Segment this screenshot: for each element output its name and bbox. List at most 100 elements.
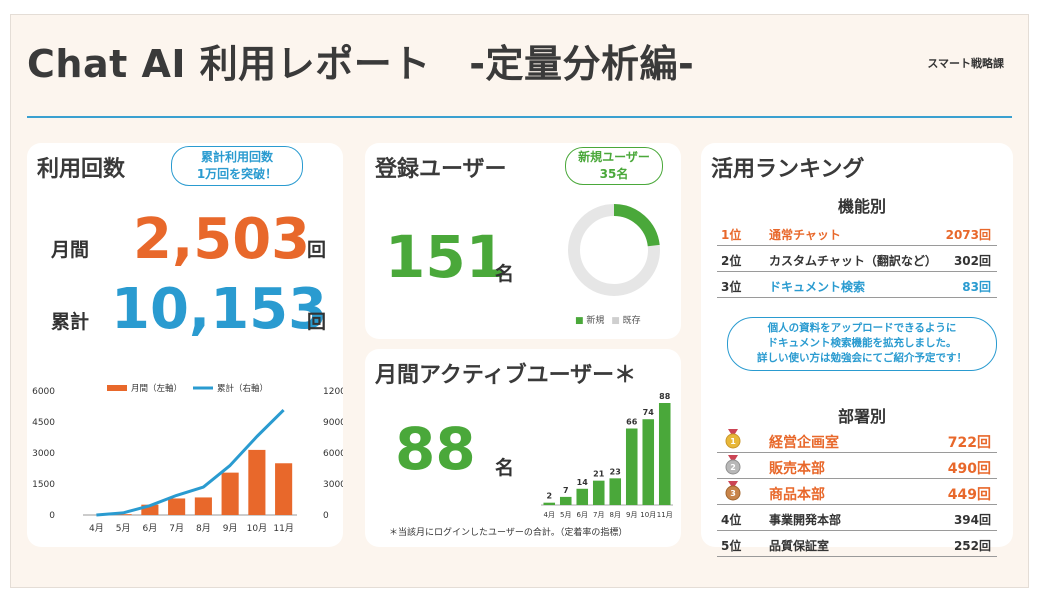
dept-rank-row-5: 5位 品質保証室 252回 bbox=[717, 531, 997, 557]
monthly-bar bbox=[194, 497, 212, 515]
x-axis-tick-label: 5月 bbox=[116, 523, 131, 534]
bar-value-label: 66 bbox=[626, 418, 638, 427]
registered-donut-chart bbox=[568, 204, 660, 296]
x-axis-tick-label: 10月 bbox=[247, 523, 267, 534]
dept-rank-row-1: 1 経営企画室 722回 bbox=[717, 427, 997, 453]
monthly-value: 2,503 bbox=[133, 207, 311, 272]
legend-new-label: 新規 bbox=[586, 316, 605, 326]
rank-count: 394回 bbox=[953, 513, 991, 527]
registered-value: 151 bbox=[385, 223, 507, 291]
ranking-card: 活用ランキング 機能別 1位 通常チャット 2073回 2位 カスタムチャット（… bbox=[701, 143, 1013, 557]
department-label: スマート戦略課 bbox=[927, 57, 1004, 70]
active-card: 月間アクティブユーザー＊ 88 名 2 7 14 21 23 66 74 88 4月 5月 6月 7月… bbox=[365, 349, 681, 547]
silver-medal-icon: 2 bbox=[725, 455, 741, 475]
dept-rank-row-3: 3 商品本部 449回 bbox=[717, 479, 997, 505]
ranking-title: 活用ランキング bbox=[711, 157, 865, 182]
title-divider bbox=[27, 116, 1012, 118]
bubble-line: ドキュメント検索機能を拡充しました。 bbox=[767, 337, 957, 349]
total-label: 累計 bbox=[51, 311, 90, 333]
total-value: 10,153 bbox=[111, 277, 328, 342]
rank-count: 83回 bbox=[962, 280, 991, 294]
rank-name: 品質保証室 bbox=[769, 539, 830, 553]
active-bar bbox=[592, 480, 605, 505]
registered-unit: 名 bbox=[495, 263, 515, 285]
active-bar bbox=[625, 428, 638, 505]
x-axis-tick-label: 7月 bbox=[169, 523, 184, 534]
rank-position: 5位 bbox=[721, 539, 742, 553]
rank-name: 販売本部 bbox=[769, 461, 825, 477]
legend-line-label: 累計（右軸） bbox=[217, 383, 268, 394]
rank-position: 3位 bbox=[721, 280, 742, 294]
monthly-label: 月間 bbox=[51, 239, 90, 261]
rank-name: 事業開発本部 bbox=[769, 513, 842, 527]
svg-text:3: 3 bbox=[730, 489, 736, 498]
active-bar bbox=[576, 488, 589, 505]
bar-value-label: 14 bbox=[577, 478, 589, 487]
usage-milestone-bubble: 累計利用回数 1万回を突破！ bbox=[171, 146, 303, 186]
rank-name: カスタムチャット（翻訳など） bbox=[769, 254, 937, 268]
usage-card: 利用回数 累計利用回数 1万回を突破！ 月間 2,503 回 累計 10,153… bbox=[27, 143, 343, 547]
monthly-bar bbox=[275, 463, 293, 515]
page-title: Chat AI 利用レポート -定量分析編- bbox=[27, 42, 695, 86]
bar-value-label: 74 bbox=[643, 408, 655, 417]
left-axis-tick-label: 4500 bbox=[32, 418, 55, 428]
right-axis-tick-label: 12000 bbox=[323, 387, 343, 397]
new-users-bubble: 新規ユーザー 35名 bbox=[565, 147, 663, 185]
x-axis-tick-label: 8月 bbox=[610, 511, 621, 519]
rank-name: ドキュメント検索 bbox=[769, 280, 866, 294]
feature-rank-row-1: 1位 通常チャット 2073回 bbox=[717, 220, 997, 246]
right-axis-tick-label: 6000 bbox=[323, 449, 343, 459]
monthly-bar bbox=[168, 498, 186, 515]
active-bar bbox=[642, 419, 655, 505]
bronze-medal-icon: 3 bbox=[725, 481, 741, 501]
bar-value-label: 7 bbox=[563, 486, 569, 495]
monthly-bar bbox=[248, 449, 266, 515]
rank-name: 通常チャット bbox=[769, 228, 841, 242]
usage-title: 利用回数 bbox=[37, 157, 126, 182]
monthly-bar bbox=[141, 504, 159, 515]
monthly-unit: 回 bbox=[307, 239, 327, 261]
bubble-line: 1万回を突破！ bbox=[196, 167, 278, 181]
legend-existing-label: 既存 bbox=[622, 316, 641, 326]
rank-count: 722回 bbox=[947, 435, 991, 451]
legend-bar-label: 月間（左軸） bbox=[131, 383, 182, 394]
monthly-bar bbox=[114, 514, 132, 515]
rank-name: 経営企画室 bbox=[769, 435, 839, 451]
usage-chart: 600045003000150001200090006000300004月5月6… bbox=[32, 383, 343, 534]
x-axis-tick-label: 4月 bbox=[544, 511, 555, 519]
x-axis-tick-label: 9月 bbox=[626, 511, 637, 519]
active-note: ＊当該月にログインしたユーザーの合計。（定着率の指標） bbox=[389, 528, 628, 538]
active-title: 月間アクティブユーザー＊ bbox=[375, 363, 637, 388]
svg-text:1: 1 bbox=[730, 437, 736, 446]
rank-count: 252回 bbox=[953, 539, 991, 553]
left-axis-tick-label: 6000 bbox=[32, 387, 55, 397]
report-slide: Chat AI 利用レポート -定量分析編- スマート戦略課 利用回数 累計利用… bbox=[10, 14, 1029, 588]
rank-position: 4位 bbox=[721, 513, 742, 527]
left-axis-tick-label: 0 bbox=[49, 511, 55, 521]
rank-position: 1位 bbox=[721, 228, 742, 242]
rank-name: 商品本部 bbox=[769, 487, 825, 503]
rank-count: 2073回 bbox=[945, 228, 991, 242]
legend-existing-swatch: ■ bbox=[611, 316, 620, 326]
bubble-line: 詳しい使い方は勉強会にてご紹介予定です！ bbox=[757, 352, 967, 364]
donut-segment-new bbox=[568, 204, 660, 296]
rank-position: 2位 bbox=[721, 254, 742, 268]
left-axis-tick-label: 3000 bbox=[32, 449, 55, 459]
legend-new-swatch: ■ bbox=[575, 316, 584, 326]
x-axis-tick-label: 9月 bbox=[223, 523, 238, 534]
active-users-chart: 2 7 14 21 23 66 74 88 4月 5月 6月 7月 8月 9月 10月 11月 bbox=[541, 392, 673, 519]
active-bar bbox=[609, 478, 622, 505]
svg-text:2: 2 bbox=[730, 463, 736, 472]
bubble-line: 新規ユーザー bbox=[578, 150, 650, 164]
donut-legend: ■ 新規 ■ 既存 bbox=[575, 313, 641, 326]
right-axis-tick-label: 9000 bbox=[323, 418, 343, 428]
active-unit: 名 bbox=[495, 457, 515, 479]
rank-count: 302回 bbox=[953, 254, 991, 268]
right-axis-tick-label: 0 bbox=[323, 511, 329, 521]
rank-count: 449回 bbox=[947, 487, 991, 503]
dept-rank-row-2: 2 販売本部 490回 bbox=[717, 453, 997, 479]
x-axis-tick-label: 8月 bbox=[196, 523, 211, 534]
dept-ranking-heading: 部署別 bbox=[837, 407, 886, 426]
bar-value-label: 88 bbox=[659, 392, 671, 401]
feature-rank-row-3: 3位 ドキュメント検索 83回 bbox=[717, 272, 997, 298]
